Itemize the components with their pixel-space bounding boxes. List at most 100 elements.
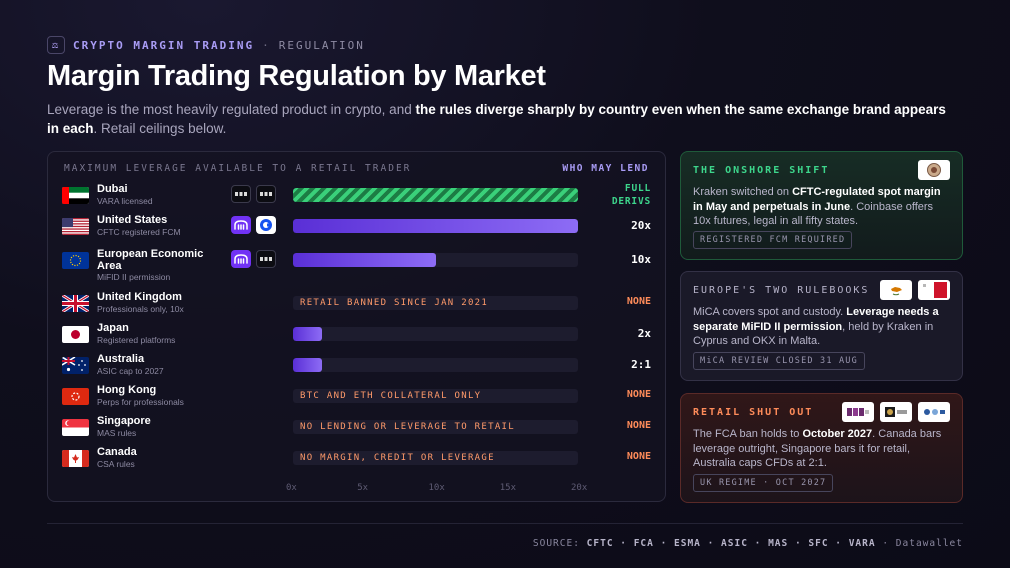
card-text: Kraken switched on <box>693 186 793 198</box>
card-title: THE ONSHORE SHIFT <box>693 165 830 176</box>
card-bold-text: Leverage needs a separate MiFID II permi… <box>693 306 939 333</box>
card-icons <box>918 160 950 180</box>
card-tag: UK REGIME · OCT 2027 <box>693 474 834 492</box>
bar-note: BTC AND ETH COLLATERAL ONLY <box>300 391 482 401</box>
scales-icon: ⚖ <box>47 36 65 54</box>
x-tick-label: 5x <box>357 483 369 493</box>
kraken-logo-icon <box>231 250 251 268</box>
market-regime: MiFID II permission <box>97 272 171 282</box>
bar-track: RETAIL BANNED SINCE JAN 2021 <box>293 296 578 310</box>
market-regime: Registered platforms <box>97 335 176 345</box>
value-label: FULL DERIVS <box>612 182 651 208</box>
market-regime: Professionals only, 10x <box>97 304 184 314</box>
okx-logo-icon <box>256 250 276 268</box>
market-name: Canada <box>97 446 137 458</box>
bar-note: RETAIL BANNED SINCE JAN 2021 <box>300 298 489 308</box>
ae-flag-icon <box>62 187 89 204</box>
bar-track <box>293 358 578 372</box>
bar <box>293 188 578 202</box>
market-name: United States <box>97 214 168 226</box>
value-label: NONE <box>626 296 651 307</box>
bar-row: United States CFTC registered FCM 20x <box>48 211 667 241</box>
bar-note: NO MARGIN, CREDIT OR LEVERAGE <box>300 453 495 463</box>
market-regime: CFTC registered FCM <box>97 227 181 237</box>
value-label: NONE <box>626 420 651 431</box>
sg-flag-icon <box>62 419 89 436</box>
card-tag: REGISTERED FCM REQUIRED <box>693 231 853 249</box>
bar <box>293 327 322 341</box>
okx-logo-icon <box>231 185 251 203</box>
bar-track <box>293 327 578 341</box>
card-title: RETAIL SHUT OUT <box>693 407 814 418</box>
bar-row: Hong Kong Perps for professionals BTC AND … <box>48 381 667 411</box>
market-name: Dubai <box>97 183 128 195</box>
value-label: 10x <box>631 253 651 266</box>
card-body: The FCA ban holds to October 2027. Canad… <box>693 427 953 471</box>
market-name: Singapore <box>97 415 151 427</box>
bar-row: Canada CSA rules NO MARGIN, CREDIT OR LEVE… <box>48 443 667 473</box>
bar-track: NO MARGIN, CREDIT OR LEVERAGE <box>293 451 578 465</box>
bar-row: European Economic Area MiFID II permissio… <box>48 245 667 282</box>
bar-note: NO LENDING OR LEVERAGE TO RETAIL <box>300 422 515 432</box>
card-onshore-shift: THE ONSHORE SHIFT Kraken switched on CFT… <box>680 151 963 260</box>
uk-flag-icon <box>62 295 89 312</box>
csa-asic-logo-icon <box>918 402 950 422</box>
exchange-logos <box>231 250 276 268</box>
leverage-chart: MAXIMUM LEVERAGE AVAILABLE TO A RETAIL T… <box>47 151 666 502</box>
subtitle-bold: the rules diverge sharply by country eve… <box>47 102 946 136</box>
card-europe-rulebooks: EUROPE'S TWO RULEBOOKS MiCA covers spot … <box>680 271 963 381</box>
eu-flag-icon <box>62 252 89 269</box>
kicker: ⚖ CRYPTO MARGIN TRADING · REGULATION <box>47 36 365 54</box>
value-label-line: FULL <box>624 183 651 194</box>
au-flag-icon <box>62 357 89 374</box>
bar-track: NO LENDING OR LEVERAGE TO RETAIL <box>293 420 578 434</box>
coinbase-logo-icon <box>256 216 276 234</box>
bar-row: United Kingdom Professionals only, 10x RET… <box>48 288 667 318</box>
card-body: Kraken switched on CFTC-regulated spot m… <box>693 185 953 229</box>
subtitle-plain: Leverage is the most heavily regulated p… <box>47 102 416 117</box>
mas-logo-icon <box>880 402 912 422</box>
value-label: 2x <box>637 327 651 340</box>
market-regime: VARA licensed <box>97 196 153 206</box>
kicker-separator: · <box>262 38 271 52</box>
card-title: EUROPE'S TWO RULEBOOKS <box>693 285 870 296</box>
market-regime: ASIC cap to 2027 <box>97 366 164 376</box>
bar-row: Singapore MAS rules NO LENDING OR LEVERAGE… <box>48 412 667 442</box>
x-tick-label: 10x <box>428 483 445 493</box>
exchange-logos <box>231 216 276 234</box>
market-name: Japan <box>97 322 129 334</box>
cftc-seal-icon <box>918 160 950 180</box>
bar <box>293 219 578 233</box>
value-label-line: DERIVS <box>611 196 651 207</box>
card-icons <box>880 280 950 300</box>
card-text: The FCA ban holds to <box>693 428 803 440</box>
card-retail-shut-out: RETAIL SHUT OUT The FCA ban holds to Oct… <box>680 393 963 503</box>
market-name: United Kingdom <box>97 291 182 303</box>
card-text: , held by Kraken in Cyprus and OKX in Ma… <box>693 320 934 348</box>
card-bold-text: CFTC-regulated spot margin in May and pe… <box>693 186 941 213</box>
bar-track <box>293 188 578 202</box>
market-regime: Perps for professionals <box>97 397 184 407</box>
malta-flag-icon <box>918 280 950 300</box>
kicker-label: CRYPTO MARGIN TRADING <box>73 38 255 52</box>
bar-row: Dubai VARA licensed FULL DERIVS <box>48 180 667 210</box>
us-flag-icon <box>62 218 89 235</box>
bar-row: Japan Registered platforms 2x <box>48 319 667 349</box>
card-icons <box>842 402 950 422</box>
market-name: European Economic Area <box>97 248 204 272</box>
cyprus-flag-icon <box>880 280 912 300</box>
bybit-logo-icon <box>256 185 276 203</box>
market-regime: CSA rules <box>97 459 135 469</box>
subtitle-tail: . Retail ceilings below. <box>93 121 227 136</box>
card-text: . Canada bars leverage outright, Singapo… <box>693 428 942 469</box>
page-subtitle: Leverage is the most heavily regulated p… <box>47 100 947 138</box>
hk-flag-icon <box>62 388 89 405</box>
footer-divider <box>47 523 963 524</box>
jp-flag-icon <box>62 326 89 343</box>
bar-track <box>293 253 578 267</box>
footer-separator: · <box>882 538 896 549</box>
kraken-logo-icon <box>231 216 251 234</box>
card-bold-text: October 2027 <box>802 428 873 440</box>
card-body: MiCA covers spot and custody. Leverage n… <box>693 305 953 349</box>
card-text: . Coinbase offers 10x futures, legal in … <box>693 200 934 228</box>
